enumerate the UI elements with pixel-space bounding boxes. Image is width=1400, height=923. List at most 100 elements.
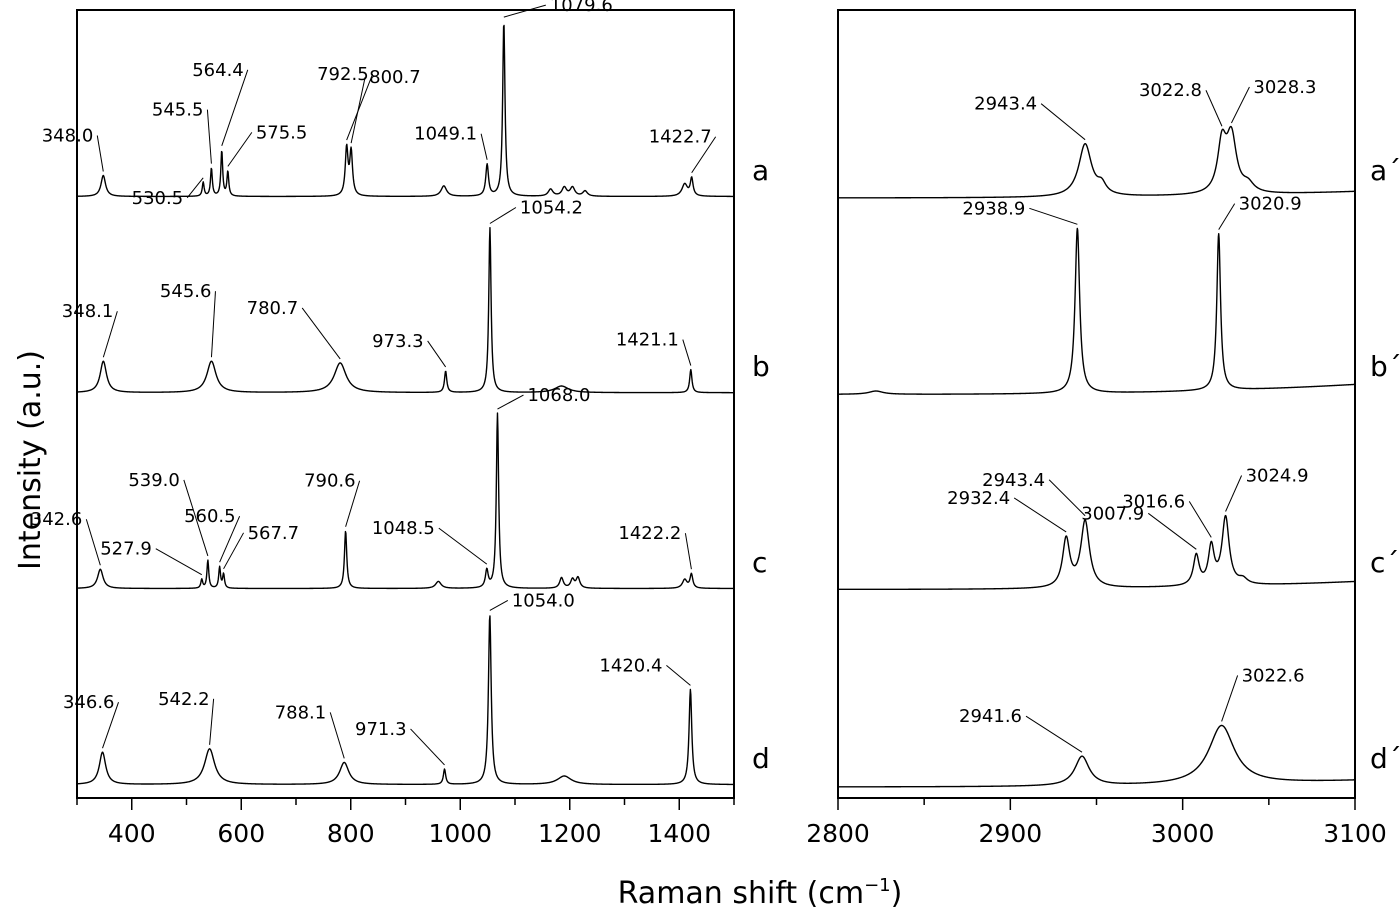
x-tick-label: 1200: [538, 819, 602, 848]
series-label: d: [752, 742, 770, 775]
peak-label: 1054.0: [512, 590, 575, 611]
spectrum-a-prime: [837, 125, 1356, 199]
peak-label: 780.7: [247, 298, 299, 319]
series-label: c: [752, 546, 767, 579]
peak-leader-line: [345, 480, 361, 527]
peak-label: 1068.0: [527, 385, 590, 406]
x-tick-label: 2900: [979, 819, 1043, 848]
peak-label: 348.0: [42, 125, 94, 146]
peak-leader-line: [221, 69, 249, 146]
peak-leader-line: [427, 340, 447, 368]
peak-label: 545.5: [152, 100, 204, 121]
peak-leader-line: [497, 394, 524, 410]
peak-leader-line: [350, 77, 366, 144]
peak-label: 342.6: [31, 509, 83, 530]
peak-label: 545.6: [160, 281, 212, 302]
peak-label: 542.2: [158, 689, 210, 710]
peak-label: 1049.1: [414, 124, 477, 145]
peak-leader-line: [489, 207, 517, 224]
x-tick-label: 600: [217, 819, 265, 848]
spectrum-b-prime: [837, 227, 1356, 395]
peak-leader-line: [666, 664, 691, 686]
peak-leader-line: [1147, 512, 1197, 550]
peak-label: 1422.2: [618, 523, 681, 544]
peak-leader-line: [210, 291, 216, 358]
peak-label: 567.7: [248, 523, 300, 544]
peak-label: 575.5: [256, 122, 308, 143]
peak-label: 1421.1: [616, 330, 679, 351]
x-tick-label: 3100: [1323, 819, 1387, 848]
peak-leader-line: [155, 548, 203, 576]
peak-leader-line: [1221, 675, 1239, 722]
peak-label: 2932.4: [947, 488, 1010, 509]
series-label: b: [752, 350, 770, 383]
peak-label: 2938.9: [962, 198, 1025, 219]
peak-label: 3022.6: [1242, 665, 1305, 686]
peak-label: 3024.9: [1246, 465, 1309, 486]
peak-label: 790.6: [304, 471, 356, 492]
peak-leader-line: [1029, 207, 1078, 225]
left-panel-frame: [76, 9, 735, 799]
peak-leader-line: [1040, 103, 1086, 141]
peak-label: 3022.8: [1139, 80, 1202, 101]
peak-leader-line: [329, 712, 345, 759]
peak-label: 539.0: [128, 470, 180, 491]
peak-label: 2943.4: [982, 470, 1045, 491]
peak-label: 560.5: [184, 506, 236, 527]
spectrum-d: [76, 615, 735, 786]
spectrum-c-prime: [837, 514, 1356, 591]
peak-leader-line: [346, 73, 374, 141]
spectrum-c: [76, 412, 735, 590]
x-axis-title-sup: −1: [864, 875, 891, 896]
peak-label: 1054.2: [520, 198, 583, 219]
peak-leader-line: [219, 515, 241, 563]
peak-label: 1079.6: [550, 0, 613, 16]
x-tick-label: 3000: [1151, 819, 1215, 848]
peak-label: 788.1: [275, 702, 327, 723]
spectrum-d-prime: [837, 724, 1356, 788]
x-tick-label: 800: [327, 819, 375, 848]
peak-leader-line: [102, 311, 118, 358]
peak-leader-line: [1225, 475, 1243, 512]
peak-leader-line: [489, 599, 509, 611]
series-label: b´: [1370, 350, 1400, 383]
peak-leader-line: [102, 702, 119, 749]
peak-label: 973.3: [372, 331, 424, 352]
series-label: d´: [1370, 742, 1400, 775]
peak-leader-line: [503, 4, 546, 18]
peak-leader-line: [227, 132, 253, 167]
peak-label: 530.5: [132, 188, 184, 209]
peak-label: 1420.4: [599, 655, 662, 676]
peak-leader-line: [684, 533, 692, 570]
peak-label: 1422.7: [649, 127, 712, 148]
peak-leader-line: [691, 136, 717, 174]
peak-label: 346.6: [63, 692, 115, 713]
peak-label: 971.3: [355, 719, 407, 740]
peak-leader-line: [1230, 86, 1250, 124]
peak-label: 3028.3: [1253, 77, 1316, 98]
spectrum-a: [76, 24, 735, 198]
x-tick-label: 1000: [428, 819, 492, 848]
peak-label: 3016.6: [1122, 491, 1185, 512]
peak-leader-line: [1048, 479, 1086, 517]
peak-label: 2941.6: [959, 706, 1022, 727]
peak-label: 3007.9: [1081, 503, 1144, 524]
peak-leader-line: [301, 307, 341, 360]
peak-label: 348.1: [62, 301, 114, 322]
peak-label: 3020.9: [1239, 194, 1302, 215]
spectrum-b: [76, 227, 735, 394]
x-tick-label: 1400: [647, 819, 711, 848]
x-tick-label: 2800: [806, 819, 870, 848]
peak-leader-line: [1218, 203, 1236, 230]
peak-leader-line: [85, 519, 101, 566]
x-axis-title-main: Raman shift (cm: [618, 876, 864, 911]
series-label: a: [752, 154, 769, 187]
peak-leader-line: [206, 109, 212, 164]
peak-label: 564.4: [192, 60, 244, 81]
peak-leader-line: [1013, 497, 1067, 533]
peak-label: 792.5: [317, 64, 369, 85]
x-tick-label: 400: [108, 819, 156, 848]
peak-leader-line: [480, 133, 488, 160]
series-label: c´: [1370, 546, 1399, 579]
